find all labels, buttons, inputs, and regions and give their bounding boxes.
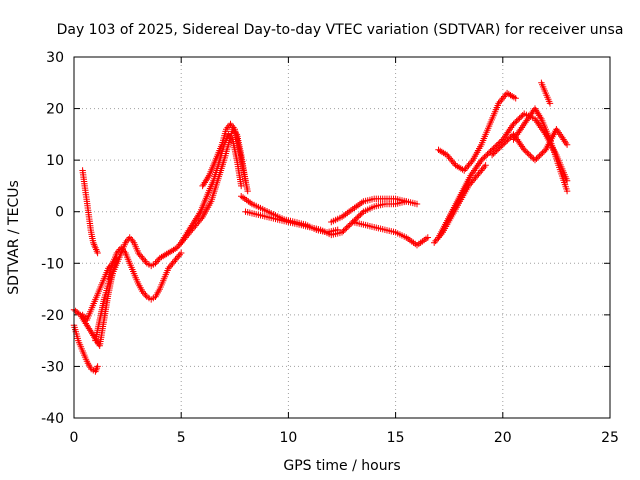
gridlines bbox=[74, 57, 610, 418]
y-tick-label: 30 bbox=[46, 50, 64, 66]
series-track-15 bbox=[435, 89, 519, 174]
chart-title: Day 103 of 2025, Sidereal Day-to-day VTE… bbox=[57, 22, 624, 38]
series-track-09 bbox=[199, 120, 251, 195]
y-tick-label: -30 bbox=[41, 359, 64, 375]
series-band bbox=[107, 247, 182, 300]
series-track-19 bbox=[538, 79, 554, 107]
plus-markers bbox=[510, 105, 571, 195]
series-track-05 bbox=[92, 234, 189, 344]
x-tick-label: 15 bbox=[387, 430, 405, 446]
plus-markers bbox=[349, 218, 431, 249]
plus-markers bbox=[178, 131, 245, 246]
series-track-03 bbox=[79, 167, 101, 257]
plus-markers bbox=[105, 244, 185, 303]
series-track-17 bbox=[488, 126, 571, 164]
y-tick-label: -10 bbox=[41, 256, 64, 272]
plus-markers bbox=[538, 79, 554, 107]
series-track-13 bbox=[349, 218, 431, 249]
plus-markers bbox=[199, 120, 251, 195]
plus-markers bbox=[488, 126, 571, 164]
plus-markers bbox=[79, 260, 116, 324]
y-axis-label: SDTVAR / TECUs bbox=[6, 180, 22, 295]
y-tick-label: 20 bbox=[46, 102, 64, 118]
y-tick-label: -20 bbox=[41, 308, 64, 324]
data-series bbox=[70, 79, 571, 375]
x-tick-label: 20 bbox=[494, 430, 512, 446]
series-track-12 bbox=[328, 195, 421, 226]
y-tick-label: 10 bbox=[46, 153, 64, 169]
plus-markers bbox=[328, 195, 421, 226]
plot-frame bbox=[73, 56, 611, 419]
series-track-07 bbox=[178, 131, 245, 246]
x-tick-label: 10 bbox=[279, 430, 297, 446]
series-track-06 bbox=[105, 244, 185, 303]
plus-markers bbox=[242, 198, 410, 239]
y-axis-ticks: -40 -30 -20 -10 0 10 20 30 bbox=[41, 50, 610, 427]
series-track-11 bbox=[242, 198, 410, 239]
x-tick-label: 5 bbox=[177, 430, 186, 446]
x-tick-label: 25 bbox=[601, 430, 619, 446]
x-axis-label: GPS time / hours bbox=[283, 458, 400, 474]
plus-markers bbox=[92, 234, 189, 344]
y-tick-label: 0 bbox=[55, 205, 64, 221]
y-tick-label: -40 bbox=[41, 411, 64, 427]
plus-markers bbox=[435, 89, 519, 174]
x-tick-label: 0 bbox=[70, 430, 79, 446]
series-track-04 bbox=[79, 260, 116, 324]
plus-markers bbox=[79, 167, 101, 257]
series-track-18 bbox=[510, 105, 571, 195]
